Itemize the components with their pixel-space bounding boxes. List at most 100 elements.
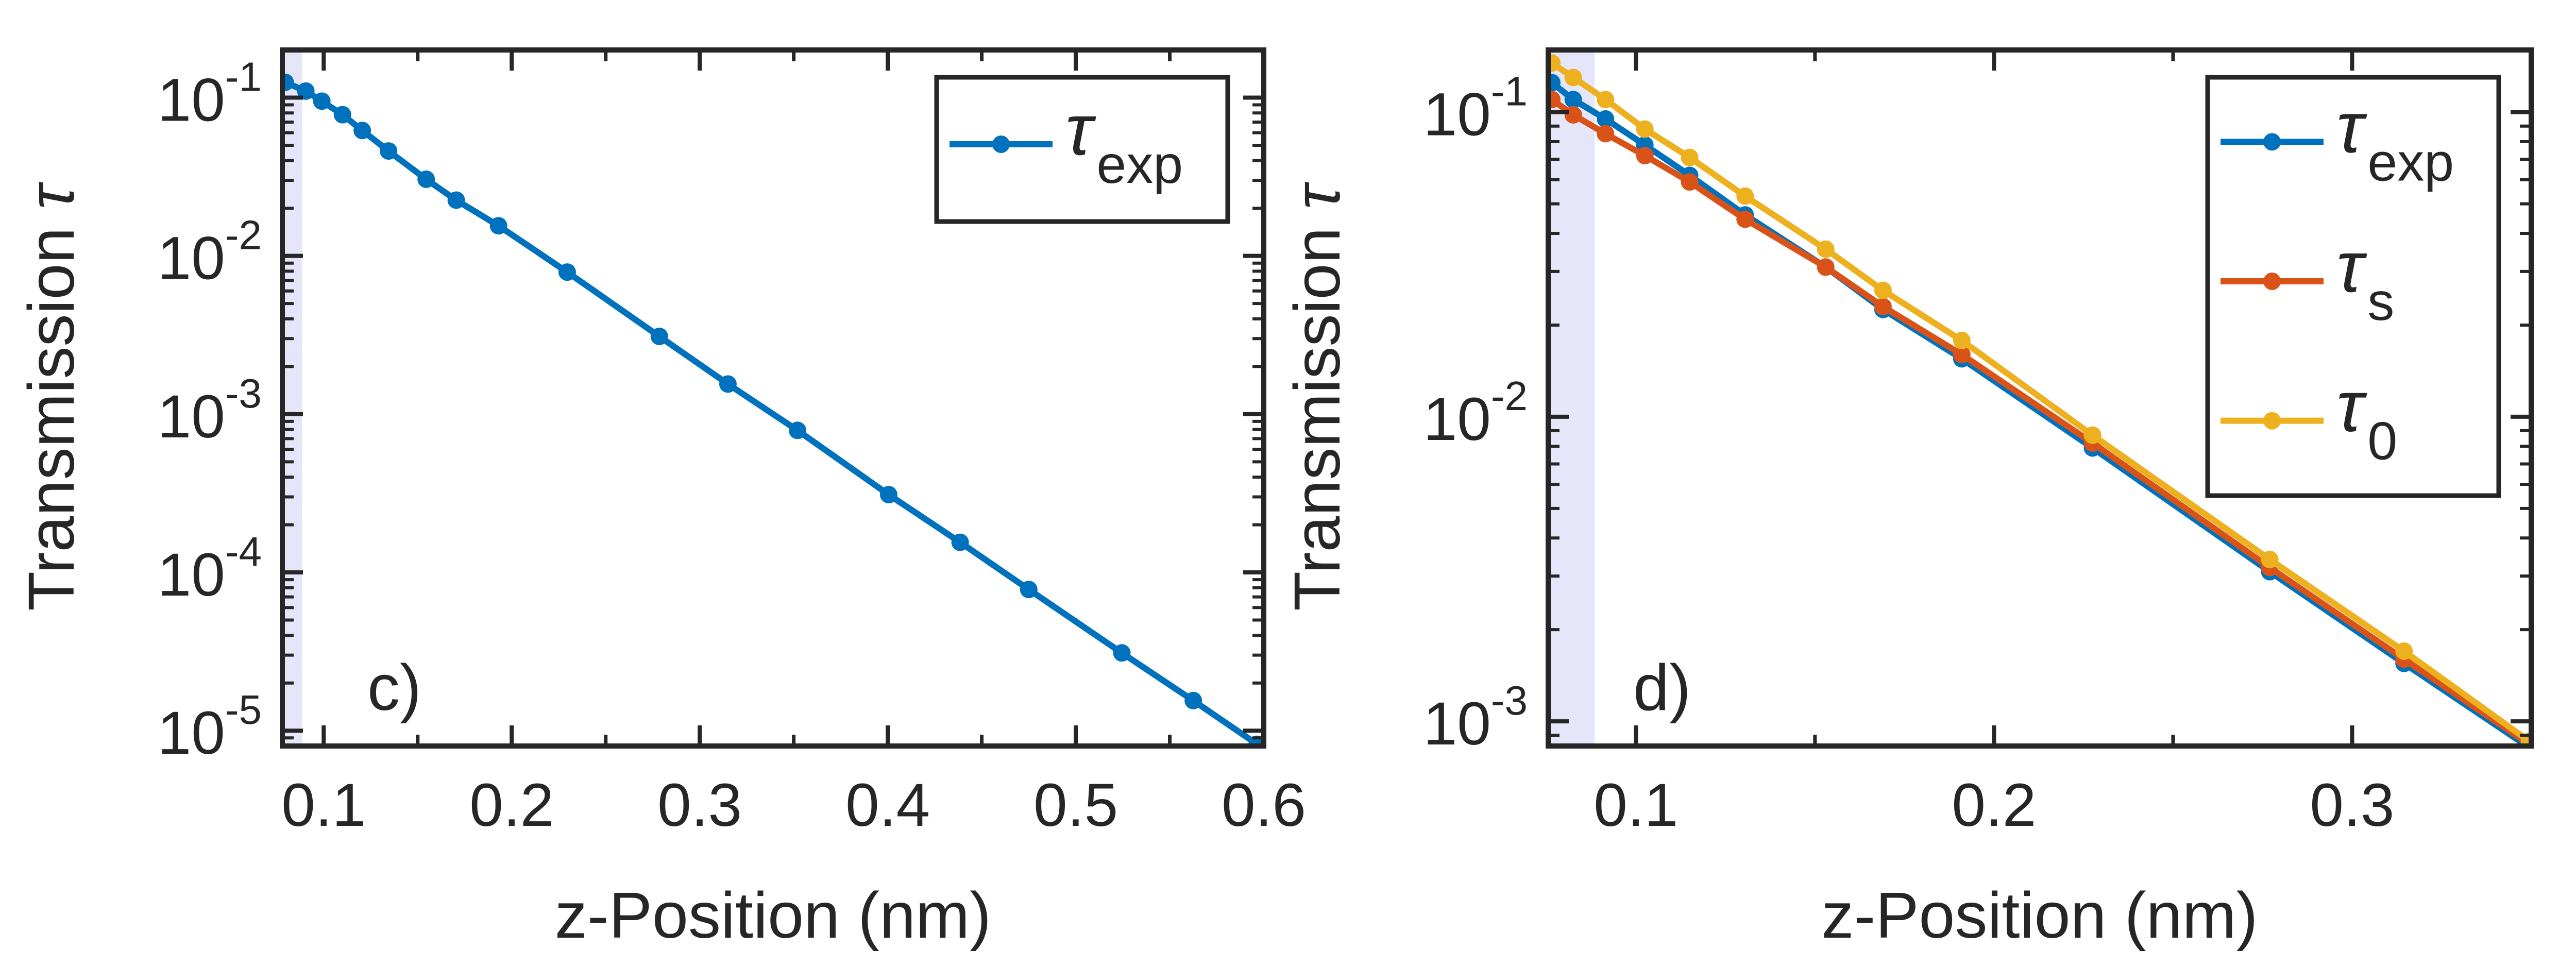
- y-tick-base: 10: [1423, 81, 1491, 149]
- data-point-exp: [558, 263, 576, 281]
- data-point-exp: [879, 486, 897, 504]
- x-tick-label: 0.2: [1952, 771, 2036, 839]
- series-group: [1548, 54, 2531, 746]
- x-tick-label: 0.1: [1594, 771, 1678, 839]
- x-axis-title: z-Position (nm): [555, 879, 991, 952]
- y-axis-title: Transmission τ: [15, 181, 88, 611]
- y-axis-title-symbol: τ: [1281, 181, 1353, 209]
- data-point-exp: [951, 533, 969, 551]
- y-tick-base: 10: [1423, 690, 1491, 758]
- panel-label: c): [367, 651, 421, 724]
- data-point-exp: [1548, 74, 1561, 92]
- data-point-exp: [489, 217, 507, 235]
- chart-panel-d: 0.1 0.2 0.310-110-210-3z-Position (nm)Tran…: [1281, 47, 2534, 952]
- y-tick-base: 10: [1423, 385, 1491, 453]
- x-tick-label: 0.2: [469, 771, 554, 839]
- data-point-s: [1817, 258, 1835, 276]
- legend-label-zero: τ0: [2336, 366, 2397, 471]
- data-point-s: [1564, 106, 1582, 124]
- y-axis-title-symbol: τ: [15, 181, 88, 209]
- y-tick-base: 10: [158, 225, 225, 293]
- y-tick-label: 10-3: [1423, 677, 1528, 758]
- chart-panel-c: 0.1 0.2 0.3 0.4 0.5 0.610-110-210-310-410-5z-…: [15, 47, 1306, 952]
- legend-label-s: τs: [2336, 226, 2394, 332]
- legend-marker-s: [2263, 273, 2281, 290]
- data-point-exp: [788, 421, 806, 439]
- legend-marker-exp: [2263, 133, 2281, 151]
- y-tick-label: 10-3: [158, 370, 262, 451]
- panel-label: d): [1633, 651, 1691, 724]
- data-point-exp: [353, 122, 371, 140]
- data-point-zero: [1597, 91, 1615, 109]
- data-point-zero: [1636, 120, 1654, 138]
- data-point-zero: [1874, 281, 1892, 299]
- data-point-s: [1874, 298, 1892, 316]
- data-point-exp: [297, 82, 315, 100]
- y-tick-exponent: -4: [225, 529, 262, 574]
- data-point-exp: [380, 142, 398, 160]
- y-tick-label: 10-2: [1423, 373, 1528, 453]
- y-tick-exponent: -2: [225, 212, 262, 258]
- data-point-exp: [719, 375, 737, 393]
- data-point-exp: [650, 327, 668, 345]
- y-tick-exponent: -1: [225, 54, 262, 99]
- legend-label-exp: τexp: [1065, 89, 1183, 195]
- data-point-exp: [313, 92, 331, 110]
- data-point-s: [1953, 346, 1971, 364]
- y-tick-exponent: -2: [1491, 373, 1528, 419]
- y-tick-base: 10: [158, 699, 225, 767]
- legend-subscript: exp: [2367, 132, 2454, 192]
- x-axis-title: z-Position (nm): [1821, 879, 2258, 952]
- y-tick-base: 10: [158, 66, 225, 134]
- legend-symbol: τ: [2336, 87, 2367, 167]
- data-point-zero: [1681, 148, 1699, 166]
- shaded-region: [1548, 50, 1595, 746]
- data-point-s: [1736, 210, 1754, 228]
- data-point-s: [1548, 91, 1561, 109]
- data-point-exp: [1597, 110, 1615, 128]
- x-tick-label: 0.6: [1222, 771, 1306, 839]
- legend-box: [2205, 75, 2501, 498]
- data-point-exp: [333, 106, 351, 124]
- x-tick-label: 0.5: [1033, 771, 1118, 839]
- y-tick-label: 10-1: [1423, 69, 1528, 149]
- legend-marker-exp: [992, 135, 1010, 153]
- data-point-exp: [1564, 91, 1582, 109]
- x-tick-label: 0.3: [2310, 771, 2394, 839]
- data-point-zero: [1817, 240, 1835, 258]
- data-point-exp: [447, 191, 465, 209]
- shaded-region: [282, 50, 302, 746]
- data-point-s: [1681, 173, 1699, 191]
- y-axis-title-text: Transmission: [1281, 209, 1353, 611]
- x-tick-label: 0.1: [281, 771, 366, 839]
- legend-box: [934, 75, 1230, 224]
- series-group: [282, 73, 1264, 746]
- legend-subscript: s: [2367, 272, 2394, 332]
- x-tick-label: 0.3: [657, 771, 742, 839]
- data-point-exp: [417, 170, 435, 188]
- y-tick-label: 10-2: [158, 212, 262, 293]
- data-point-zero: [2395, 642, 2413, 660]
- legend-symbol: τ: [2336, 366, 2367, 447]
- legend: τexp: [934, 75, 1230, 224]
- data-point-exp: [1184, 691, 1202, 709]
- y-tick-base: 10: [158, 383, 225, 451]
- legend-subscript: exp: [1096, 135, 1183, 195]
- legend-label-exp: τexp: [2336, 87, 2454, 192]
- y-tick-label: 10-1: [158, 54, 262, 134]
- data-point-zero: [1953, 331, 1971, 349]
- y-tick-exponent: -3: [225, 370, 262, 416]
- data-point-zero: [1736, 187, 1754, 205]
- y-tick-label: 10-4: [158, 529, 262, 609]
- data-point-s: [1597, 125, 1615, 143]
- y-axis-title: Transmission τ: [1281, 181, 1353, 611]
- y-axis-title-text: Transmission: [15, 209, 88, 611]
- y-tick-exponent: -5: [225, 687, 262, 733]
- data-point-zero: [1548, 54, 1561, 72]
- y-tick-exponent: -1: [1491, 69, 1528, 114]
- data-point-exp: [1113, 644, 1131, 662]
- data-point-exp: [1020, 581, 1038, 599]
- x-tick-label: 0.4: [845, 771, 930, 839]
